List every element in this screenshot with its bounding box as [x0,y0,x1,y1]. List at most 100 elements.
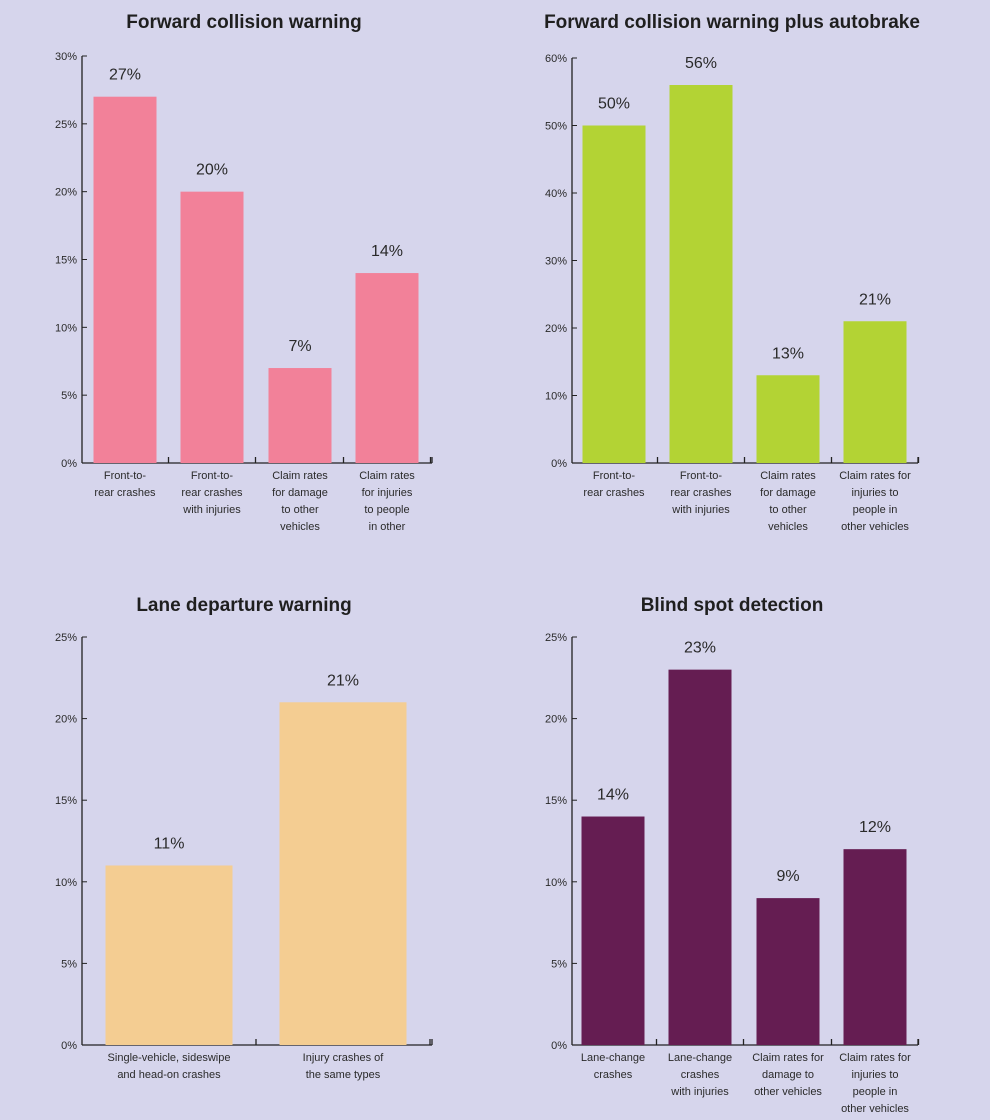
category-label-line: Claim rates [359,470,415,482]
y-tick-label: 15% [545,795,567,807]
category-label-line: Front-to- [680,470,723,482]
data-label: 9% [776,868,799,885]
bar [180,191,244,463]
y-tick-label: 20% [545,323,567,335]
category-label-line: rear crashes [94,487,156,499]
category-label: Claim rates for damage to other vehicles [272,470,328,533]
y-tick-label: 15% [55,795,77,807]
chart-title: Forward collision warning plus autobrake [544,12,920,33]
category-label: Claim rates for injuries to people in other… [839,1052,911,1115]
category-label: Lane-change crashes with injuries [668,1052,732,1098]
chart-1: Forward collision warning 0% 5% 10% 15% 20% 25… [55,12,433,533]
bar [268,368,332,463]
category-label-line: damage to [762,1069,814,1081]
y-tick-label: 20% [55,187,77,199]
y-tick-label: 20% [545,714,567,726]
category-label: Single-vehicle, sideswipe and head-on cra… [108,1052,231,1081]
bar [355,273,419,463]
category-label: Claim rates for injuries to people in other [359,470,415,533]
category-label-line: with injuries [670,1086,729,1098]
category-label-line: other vehicles [841,1103,909,1115]
data-label: 20% [196,162,228,179]
category-label-line: Injury crashes of [303,1052,385,1064]
category-label-line: with injuries [182,504,241,516]
y-tick-label: 25% [55,119,77,131]
data-label: 11% [154,835,185,852]
category-label-line: other vehicles [754,1086,822,1098]
category-label-line: injuries to [851,487,898,499]
bar [756,375,820,463]
bar [279,702,407,1045]
category-label-line: Front-to- [191,470,234,482]
chart-3: Lane departure warning 0% 5% 10% 15% 20% 25% 11… [55,595,433,1081]
chart-2: Forward collision warning plus autobrake… [544,12,920,533]
y-tick-label: 10% [55,322,77,334]
y-tick-label: 25% [55,632,77,644]
bar [581,816,645,1045]
chart-4: Blind spot detection 0% 5% 10% 15% 20% 25% 14% L… [545,595,920,1115]
y-tick-label: 0% [61,458,77,470]
bar [93,96,157,463]
category-label-line: Claim rates for [839,1052,911,1064]
data-label: 13% [772,345,804,362]
y-tick-label: 5% [61,390,77,402]
y-tick-label: 25% [545,632,567,644]
y-tick-label: 40% [545,188,567,200]
y-tick-label: 30% [55,51,77,63]
bar [756,898,820,1045]
category-label-line: crashes [594,1069,633,1081]
y-tick-label: 0% [551,458,567,470]
y-tick-label: 50% [545,121,567,133]
category-label-line: in other [369,521,406,533]
category-label-line: crashes [681,1069,720,1081]
bar [582,125,646,463]
category-label-line: vehicles [768,521,808,533]
y-tick-label: 0% [61,1040,77,1052]
category-label-line: other vehicles [841,521,909,533]
category-label-line: to other [281,504,319,516]
chart-title: Forward collision warning [126,12,361,33]
y-tick-label: 5% [551,958,567,970]
category-label-line: Front-to- [104,470,147,482]
y-tick-label: 10% [55,877,77,889]
category-label: Front-to-rear crashes with injuries [181,470,243,516]
bar [843,321,907,463]
category-label-line: injuries to [851,1069,898,1081]
y-tick-label: 15% [55,255,77,267]
category-label-line: people in [853,504,898,516]
bar [843,849,907,1045]
category-label-line: for damage [760,487,816,499]
y-tick-label: 60% [545,53,567,65]
category-label-line: vehicles [280,521,320,533]
data-label: 50% [598,96,630,113]
category-label-line: Claim rates [760,470,816,482]
bar [105,865,233,1045]
data-label: 21% [859,291,891,308]
y-tick-label: 20% [55,714,77,726]
category-label: Injury crashes of the same types [303,1052,385,1081]
data-label: 7% [288,338,311,355]
category-label-line: Lane-change [581,1052,645,1064]
chart-title: Lane departure warning [136,595,351,616]
category-label: Lane-change crashes [581,1052,645,1081]
category-label-line: to people [364,504,409,516]
category-label: Claim rates for damage to other vehicles [752,1052,824,1098]
category-label-line: Claim rates for [839,470,911,482]
data-label: 14% [371,243,403,260]
category-label: Front-to-rear crashes [583,470,645,499]
category-label: Front-to-rear crashes with injuries [670,470,732,516]
y-tick-label: 10% [545,391,567,403]
y-tick-label: 10% [545,877,567,889]
category-label-line: rear crashes [670,487,732,499]
category-label-line: rear crashes [583,487,645,499]
category-label-line: for injuries [362,487,413,499]
category-label-line: Front-to- [593,470,636,482]
y-tick-label: 30% [545,256,567,268]
category-label-line: and head-on crashes [117,1069,221,1081]
data-label: 27% [109,67,141,84]
category-label-line: Claim rates for [752,1052,824,1064]
bar [668,669,732,1045]
data-label: 23% [684,640,716,657]
bar [669,85,733,463]
